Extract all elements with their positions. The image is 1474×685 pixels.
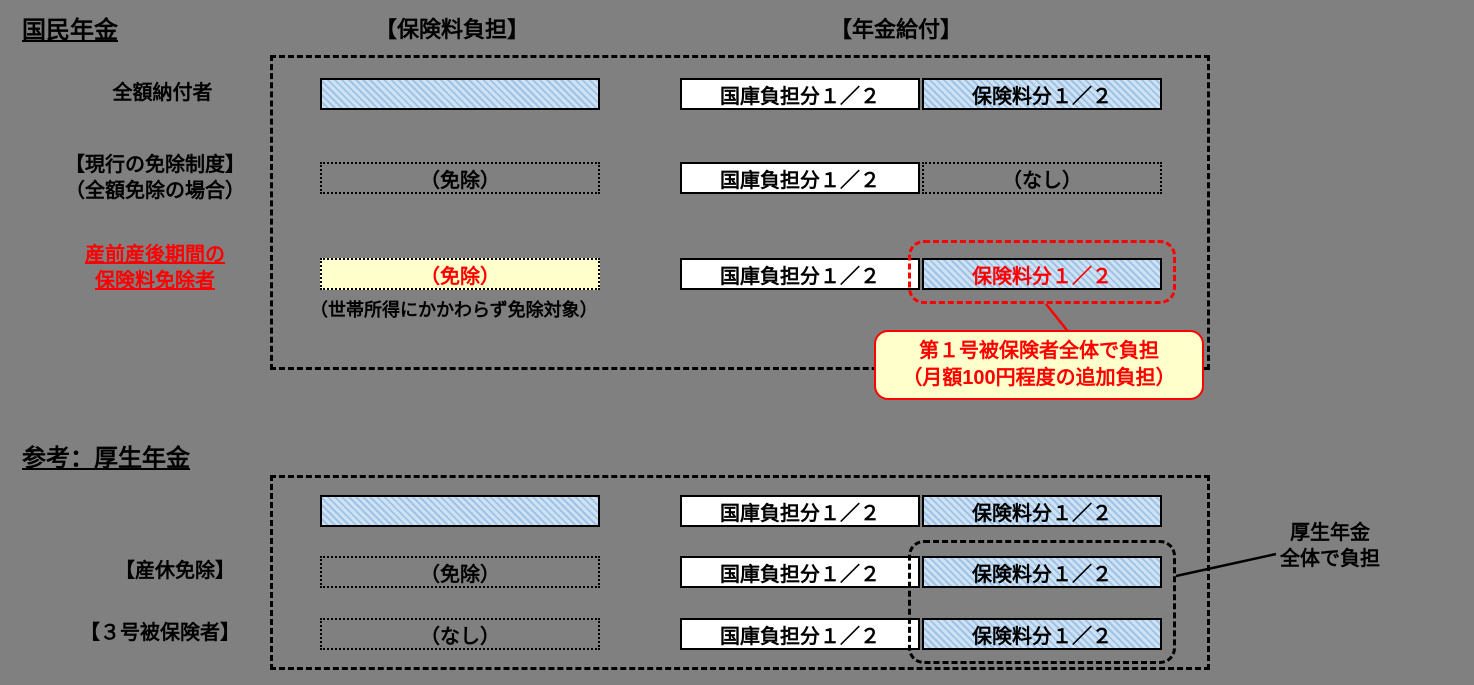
box-t3-burden: （なし） xyxy=(320,618,600,650)
box-maternity-benefit-right: 保険料分１／２ xyxy=(922,258,1162,290)
label-current-exempt: 【現行の免除制度】 （全額免除の場合） xyxy=(45,152,265,204)
label-full-payer: 全額納付者 xyxy=(75,80,250,106)
note-maternity-burden: （世帯所得にかかわらず免除対象） xyxy=(310,296,598,322)
box-ml-benefit-left: 国庫負担分１／２ xyxy=(680,556,920,588)
box-maternity-burden: （免除） xyxy=(320,258,600,290)
box-full-benefit-left: 国庫負担分１／２ xyxy=(680,78,920,110)
col-header-benefit: 【年金給付】 xyxy=(830,12,962,44)
side-label-l2: 全体で負担 xyxy=(1280,548,1380,570)
heading-kousei: 参考：厚生年金 xyxy=(22,438,190,473)
label-maternity-l2: 保険料免除者 xyxy=(95,270,215,292)
label-maternity-l1: 産前産後期間の xyxy=(85,244,225,266)
box-base-burden xyxy=(320,495,600,527)
highlight-kousei-benefit xyxy=(908,540,1176,664)
box-current-benefit-left: 国庫負担分１／２ xyxy=(680,162,920,194)
callout-l2: （月額100円程度の追加負担） xyxy=(902,367,1175,389)
box-ml-burden: （免除） xyxy=(320,556,600,588)
label-maternity-leave: 【産休免除】 xyxy=(95,558,255,584)
heading-kokumin: 国民年金 xyxy=(22,10,118,45)
side-connector xyxy=(1176,552,1286,582)
side-label-kousei: 厚生年金 全体で負担 xyxy=(1275,520,1385,572)
col-header-burden: 【保険料負担】 xyxy=(375,12,529,44)
side-label-l1: 厚生年金 xyxy=(1290,522,1370,544)
box-maternity-benefit-left: 国庫負担分１／２ xyxy=(680,258,920,290)
label-current-exempt-l1: 【現行の免除制度】 xyxy=(65,154,245,176)
box-current-benefit-right: （なし） xyxy=(922,162,1162,194)
box-current-burden: （免除） xyxy=(320,162,600,194)
callout-box: 第１号被保険者全体で負担 （月額100円程度の追加負担） xyxy=(874,330,1204,400)
label-maternity: 産前産後期間の 保険料免除者 xyxy=(45,242,265,294)
box-t3-benefit-left: 国庫負担分１／２ xyxy=(680,618,920,650)
callout-l1: 第１号被保険者全体で負担 xyxy=(919,340,1159,362)
box-full-burden xyxy=(320,78,600,110)
label-current-exempt-l2: （全額免除の場合） xyxy=(65,180,245,202)
box-full-benefit-right: 保険料分１／２ xyxy=(922,78,1162,110)
box-base-benefit-left: 国庫負担分１／２ xyxy=(680,495,920,527)
label-type3: 【３号被保険者】 xyxy=(60,620,260,646)
box-base-benefit-right: 保険料分１／２ xyxy=(922,495,1162,527)
